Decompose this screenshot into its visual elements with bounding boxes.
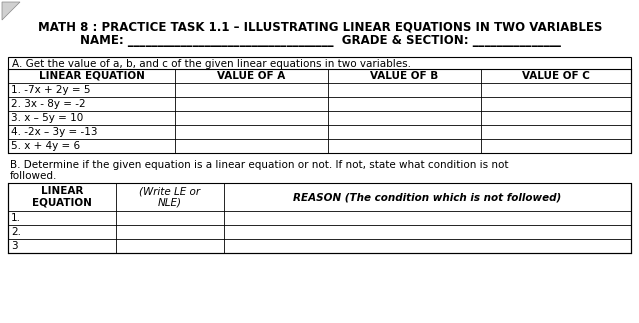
Bar — [8, 57, 631, 153]
Text: 2. 3x - 8y = -2: 2. 3x - 8y = -2 — [11, 99, 86, 109]
Text: 2.: 2. — [11, 227, 21, 237]
Text: 5. x + 4y = 6: 5. x + 4y = 6 — [11, 141, 80, 151]
Bar — [8, 183, 631, 253]
Polygon shape — [2, 2, 20, 20]
Text: VALUE OF B: VALUE OF B — [371, 71, 438, 81]
Text: A. Get the value of a, b, and c of the given linear equations in two variables.: A. Get the value of a, b, and c of the g… — [12, 59, 411, 69]
Text: NAME: ___________________________________  GRADE & SECTION: _______________: NAME: __________________________________… — [80, 34, 560, 47]
Text: 3. x – 5y = 10: 3. x – 5y = 10 — [11, 113, 83, 123]
Text: VALUE OF A: VALUE OF A — [217, 71, 286, 81]
Text: VALUE OF C: VALUE OF C — [522, 71, 590, 81]
Text: LINEAR EQUATION: LINEAR EQUATION — [38, 71, 144, 81]
Text: 1.: 1. — [11, 213, 21, 223]
Text: 3: 3 — [11, 241, 18, 251]
Text: 1. -7x + 2y = 5: 1. -7x + 2y = 5 — [11, 85, 91, 95]
Text: (Write LE or
NLE): (Write LE or NLE) — [139, 186, 201, 208]
Text: LINEAR
EQUATION: LINEAR EQUATION — [32, 186, 92, 208]
Text: B. Determine if the given equation is a linear equation or not. If not, state wh: B. Determine if the given equation is a … — [10, 160, 509, 170]
Text: REASON (The condition which is not followed): REASON (The condition which is not follo… — [293, 192, 562, 202]
Text: MATH 8 : PRACTICE TASK 1.1 – ILLUSTRATING LINEAR EQUATIONS IN TWO VARIABLES: MATH 8 : PRACTICE TASK 1.1 – ILLUSTRATIN… — [38, 20, 602, 33]
Text: 4. -2x – 3y = -13: 4. -2x – 3y = -13 — [11, 127, 98, 137]
Text: followed.: followed. — [10, 171, 58, 181]
